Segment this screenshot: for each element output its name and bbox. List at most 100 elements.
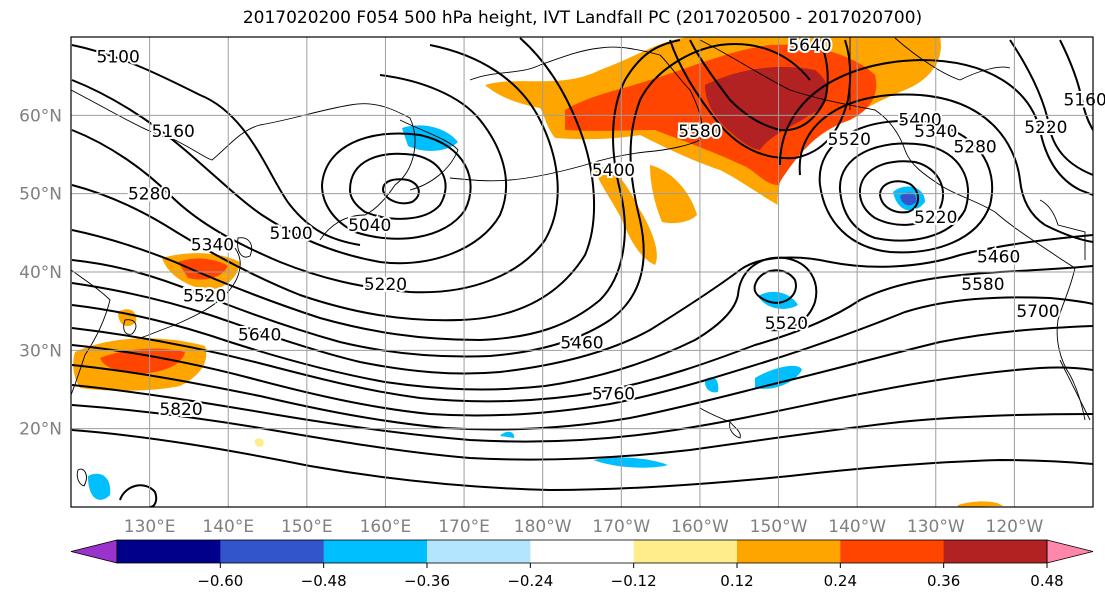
lon-label: 170°W bbox=[592, 517, 650, 537]
contour-label: 5760 bbox=[592, 384, 635, 404]
contour-label: 5280 bbox=[953, 138, 996, 158]
gulf-alaska-coast bbox=[699, 39, 996, 213]
contour-5340 bbox=[71, 39, 681, 342]
colorbar-tick-label: −0.36 bbox=[404, 572, 450, 590]
contour-sw-low bbox=[119, 484, 158, 507]
contour-label: 5340 bbox=[914, 122, 957, 142]
colorbar-swatch bbox=[943, 540, 1048, 563]
colorbar-tick-label: −0.60 bbox=[197, 572, 243, 590]
contour-label: 5400 bbox=[898, 110, 941, 130]
colorbar-swatch bbox=[323, 540, 428, 563]
colorbar-tick-label: 0.24 bbox=[824, 572, 857, 590]
colorbar-extend-low bbox=[70, 539, 118, 564]
contour-label: 5220 bbox=[364, 275, 407, 295]
contour-5580 bbox=[71, 265, 1093, 403]
contour-5400 bbox=[71, 43, 811, 358]
contour-east-5160 bbox=[1009, 39, 1093, 176]
very-strong-positive-alaska bbox=[705, 66, 828, 150]
contour-label: 5700 bbox=[1016, 302, 1059, 322]
us-west-coast bbox=[1056, 267, 1086, 421]
contour-5700 bbox=[71, 325, 1093, 431]
contour-labels: 5100 5160 5280 5100 5040 5340 5220 5520 5640 5820… bbox=[95, 34, 1105, 422]
lat-label: 60°N bbox=[19, 106, 62, 126]
siberia-coast bbox=[71, 89, 416, 241]
kamchatka bbox=[399, 119, 459, 191]
latitude-labels: 60°N 50°N 40°N 30°N 20°N bbox=[19, 106, 62, 439]
contour-5100 bbox=[71, 44, 361, 246]
contour-5280 bbox=[71, 37, 596, 322]
lon-label: 150°W bbox=[750, 517, 808, 537]
contour-label: 5220 bbox=[914, 208, 957, 228]
lat-label: 20°N bbox=[19, 420, 62, 440]
contour-low-2 bbox=[320, 132, 472, 240]
colorbar-frame bbox=[116, 539, 1048, 564]
lon-label: 160°W bbox=[671, 517, 729, 537]
korea-china-coast bbox=[71, 269, 111, 396]
colorbar-swatch bbox=[530, 540, 635, 563]
colorbar-swatch bbox=[737, 540, 841, 563]
colorbar-swatch bbox=[220, 540, 325, 563]
contour-label: 5040 bbox=[348, 216, 391, 236]
lon-label: 130°E bbox=[124, 517, 176, 537]
colorbar-swatch bbox=[840, 540, 945, 563]
taiwan bbox=[76, 468, 87, 487]
map-title: 2017020200 F054 500 hPa height, IVT Land… bbox=[242, 8, 923, 28]
lon-label: 140°E bbox=[202, 517, 254, 537]
lon-label: 120°W bbox=[986, 517, 1044, 537]
contour-label: 5640 bbox=[238, 326, 281, 346]
contour-label: 5820 bbox=[159, 400, 202, 420]
contour-label: 5100 bbox=[269, 224, 312, 244]
colorbar-tick-label: 0.12 bbox=[720, 572, 753, 590]
contour-label: 5520 bbox=[828, 130, 871, 150]
contour-low-mid-inner bbox=[753, 269, 797, 304]
contour-5520 bbox=[71, 256, 818, 391]
lon-label: 160°E bbox=[360, 517, 412, 537]
aleutians bbox=[449, 164, 586, 182]
contour-label: 5220 bbox=[1024, 118, 1067, 138]
contour-east-5220 bbox=[779, 58, 1093, 196]
hokkaido bbox=[237, 237, 253, 258]
hawaii bbox=[699, 407, 741, 439]
contour-label: 5520 bbox=[765, 314, 808, 334]
colorbar-extend-high bbox=[1046, 539, 1094, 564]
lon-label: 150°E bbox=[281, 517, 333, 537]
colorbar-swatch bbox=[633, 540, 738, 563]
contour-low-center bbox=[381, 178, 420, 205]
contour-5640 bbox=[71, 296, 1093, 417]
colorbar-swatch bbox=[427, 540, 531, 563]
contour-5460 bbox=[71, 234, 1093, 375]
contour-east-5100 bbox=[1059, 39, 1093, 131]
colorbar-tick-label: −0.12 bbox=[611, 572, 657, 590]
contour-label: 5520 bbox=[183, 287, 226, 307]
colorbar-tick-label: 0.36 bbox=[927, 572, 960, 590]
contour-5160 bbox=[71, 74, 508, 265]
colorbar-tick-label: −0.24 bbox=[507, 572, 553, 590]
lon-label: 180°W bbox=[514, 517, 572, 537]
kyushu bbox=[123, 319, 137, 335]
lat-label: 40°N bbox=[19, 263, 62, 283]
contour-label: 5100 bbox=[97, 48, 140, 68]
strong-negative-anomaly bbox=[900, 192, 917, 206]
contour-east-low-3 bbox=[838, 142, 970, 242]
contour-label: 5580 bbox=[961, 275, 1004, 295]
contour-label: 5340 bbox=[191, 236, 234, 256]
bc-coast bbox=[994, 211, 1076, 269]
contour-5820 bbox=[71, 404, 1093, 461]
coastlines bbox=[71, 37, 1091, 487]
longitude-labels: 130°E 140°E 150°E 160°E 170°E 180°W 170°W 160°W… bbox=[124, 517, 1044, 537]
lon-label: 130°W bbox=[907, 517, 965, 537]
contour-5760 bbox=[71, 366, 1093, 443]
lat-label: 30°N bbox=[19, 341, 62, 361]
colorbar-tick-label: −0.48 bbox=[301, 572, 347, 590]
lon-label: 170°E bbox=[438, 517, 490, 537]
contour-east-low-4 bbox=[818, 119, 994, 254]
lon-label: 140°W bbox=[828, 517, 886, 537]
contour-label: 5640 bbox=[788, 36, 831, 56]
lat-label: 50°N bbox=[19, 185, 62, 205]
japan-honshu bbox=[139, 247, 241, 339]
height-contours bbox=[71, 37, 1093, 507]
colorbar-tick-label: 0.48 bbox=[1030, 572, 1063, 590]
alaska-west bbox=[469, 46, 691, 91]
contour-east-low-2 bbox=[858, 160, 944, 226]
